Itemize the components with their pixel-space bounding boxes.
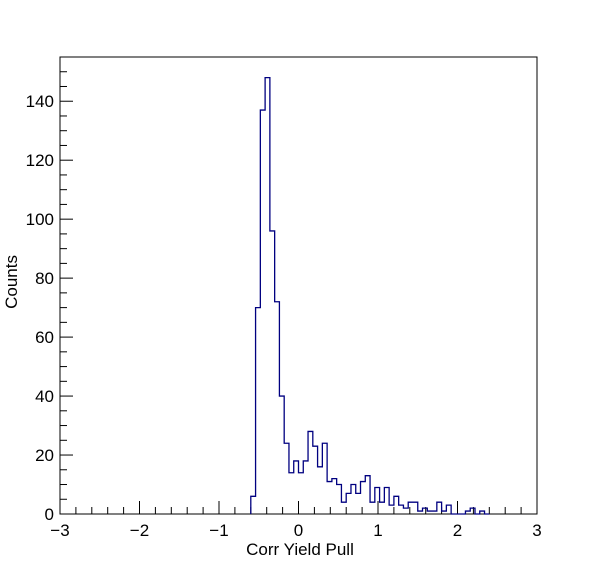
histogram-bin — [346, 493, 351, 514]
histogram-bin — [446, 505, 451, 514]
histogram-bin — [279, 396, 284, 514]
tick-labels: −3 −2 −1 0 1 2 3 0 20 40 60 80 100 120 140 — [26, 92, 542, 540]
histogram-bin — [413, 502, 418, 514]
plot-frame — [59, 56, 538, 515]
histogram-bin — [337, 485, 342, 514]
x-tick-label: −2 — [130, 521, 149, 540]
x-tick-label: −1 — [209, 521, 228, 540]
histogram-bin — [260, 110, 265, 514]
histogram-bin — [303, 461, 308, 514]
histogram-bin — [465, 511, 470, 514]
histogram-bin — [289, 473, 294, 514]
histogram-bin — [480, 511, 485, 514]
y-tick-label: 20 — [35, 446, 54, 465]
histogram-bin — [394, 496, 399, 514]
plot-border — [59, 56, 538, 515]
histogram-bin — [442, 511, 447, 514]
histogram-bin — [270, 231, 275, 514]
y-tick-label: 120 — [26, 151, 54, 170]
histogram-bin — [351, 485, 356, 514]
histogram-bin — [313, 446, 318, 514]
x-tick-label: 3 — [532, 521, 541, 540]
histogram-bin — [356, 493, 361, 514]
histogram-bin — [361, 482, 366, 514]
histogram-bin — [294, 461, 299, 514]
histogram-bin — [375, 487, 380, 514]
axis-ticks — [59, 56, 538, 515]
histogram-bin — [265, 78, 270, 514]
histogram-bin — [408, 502, 413, 514]
histogram-bin — [275, 302, 280, 514]
histogram-bin — [432, 511, 437, 514]
histogram-bin — [470, 508, 475, 514]
y-axis-title: Counts — [2, 255, 21, 309]
histogram-outline — [250, 76, 490, 515]
histogram-bin — [437, 502, 442, 514]
histogram-bin — [341, 502, 346, 514]
histogram-bin — [318, 467, 323, 514]
histogram-bin — [403, 508, 408, 514]
histogram-bin — [365, 476, 370, 514]
histogram-series — [250, 76, 490, 515]
histogram-bin — [427, 511, 432, 514]
histogram-bin — [327, 482, 332, 514]
histogram-bin — [399, 505, 404, 514]
x-tick-label: 2 — [453, 521, 462, 540]
y-tick-label: 100 — [26, 210, 54, 229]
histogram-bin — [380, 502, 385, 514]
histogram-bin — [251, 496, 256, 514]
y-tick-label: 40 — [35, 387, 54, 406]
histogram-bin — [256, 308, 261, 514]
histogram-bin — [284, 443, 289, 514]
x-tick-label: 0 — [294, 521, 303, 540]
histogram-bin — [418, 511, 423, 514]
y-tick-label: 80 — [35, 269, 54, 288]
y-tick-label: 60 — [35, 328, 54, 347]
histogram-bin — [322, 443, 327, 514]
histogram-bin — [308, 431, 313, 514]
histogram-bin — [384, 487, 389, 514]
y-tick-label: 0 — [45, 505, 54, 524]
histogram-bin — [370, 502, 375, 514]
histogram-bin — [389, 505, 394, 514]
histogram-bin — [423, 508, 428, 514]
histogram-bin — [299, 473, 304, 514]
x-tick-label: −3 — [50, 521, 69, 540]
histogram-bin — [332, 479, 337, 514]
x-axis-title: Corr Yield Pull — [246, 540, 354, 559]
y-tick-label: 140 — [26, 92, 54, 111]
x-tick-label: 1 — [373, 521, 382, 540]
